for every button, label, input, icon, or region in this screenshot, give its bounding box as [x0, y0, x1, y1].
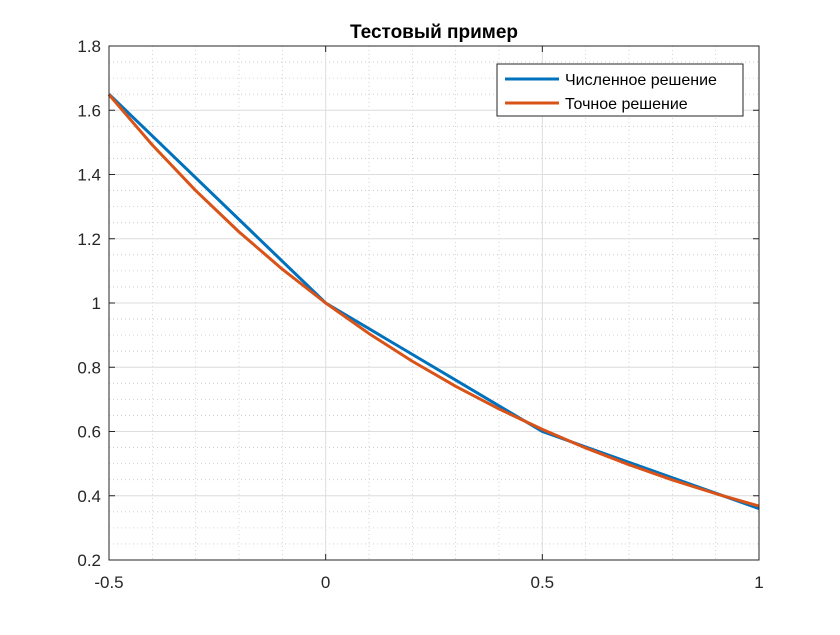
x-tick-label: 1: [754, 573, 763, 592]
x-tick-label: 0.5: [531, 573, 555, 592]
y-tick-label: 1.2: [77, 230, 101, 249]
x-tick-label: -0.5: [94, 573, 123, 592]
y-tick-label: 1: [92, 294, 101, 313]
legend-label-2: Точное решение: [565, 96, 688, 113]
y-tick-label: 1.8: [77, 37, 101, 56]
series-line-1: [107, 93, 760, 511]
legend-box: [496, 63, 744, 117]
major-grid: [108, 45, 760, 561]
legend: Численное решение Точное решение: [496, 63, 744, 117]
series-line-2: [107, 93, 760, 508]
axis-ticks: -0.5 0 0.5 1 0.2 0.4 0.6 0.8 1 1.2 1.4 1.6 1.8: [77, 37, 763, 592]
plot-lines: [107, 93, 760, 511]
chart-title: Тестовый пример: [350, 22, 518, 43]
y-tick-label: 0.4: [77, 487, 101, 506]
y-tick-label: 0.6: [77, 423, 101, 442]
y-tick-label: 1.4: [77, 166, 101, 185]
y-tick-label: 0.2: [77, 551, 101, 570]
y-tick-label: 1.6: [77, 101, 101, 120]
x-tick-label: 0: [321, 573, 330, 592]
legend-label-1: Численное решение: [565, 72, 717, 89]
y-tick-label: 0.8: [77, 358, 101, 377]
